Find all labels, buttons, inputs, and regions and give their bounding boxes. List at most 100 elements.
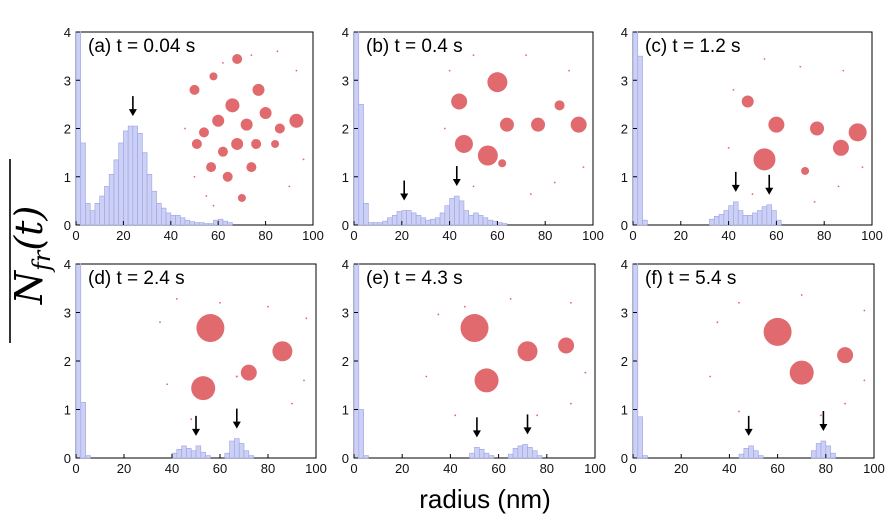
histogram-bar — [747, 215, 753, 226]
cluster-dot — [222, 61, 224, 64]
histogram-bar — [477, 215, 484, 226]
histogram-bar — [184, 219, 191, 226]
x-tick-label: 80 — [819, 461, 833, 476]
histogram-bar — [222, 220, 228, 226]
x-tick-label: 100 — [863, 461, 885, 476]
panel-b: 0 20 40 60 80 100 0 1 2 3 4 (b) t = 0.4 s — [342, 25, 604, 243]
histogram-bar — [200, 451, 206, 459]
cluster-dot — [582, 166, 585, 169]
histogram-bar — [527, 447, 533, 459]
x-tick-label: 0 — [350, 228, 357, 243]
histogram-bar — [146, 174, 153, 226]
cluster-dot — [212, 204, 215, 207]
histogram-bar — [723, 210, 729, 226]
x-tick-label: 100 — [861, 228, 883, 243]
cluster-blob — [789, 360, 814, 385]
histogram-bar — [482, 217, 489, 226]
x-tick-label: 80 — [540, 461, 554, 476]
x-tick-label: 0 — [72, 461, 79, 476]
histogram-bar — [85, 202, 91, 226]
histogram-bar — [463, 210, 470, 226]
histogram-bar — [512, 447, 519, 459]
histogram-bar — [728, 205, 734, 226]
histogram-bar — [113, 159, 119, 226]
cluster-dot — [738, 410, 740, 413]
x-tick-label: 20 — [395, 461, 409, 476]
cluster-dot — [813, 200, 816, 203]
histogram-bar — [742, 215, 749, 226]
arrow-marker — [523, 414, 532, 435]
x-tick-label: 40 — [442, 228, 456, 243]
x-tick-label: 60 — [490, 228, 504, 243]
histogram-bar — [830, 452, 836, 459]
histogram-bar — [737, 210, 744, 226]
y-tick-label: 1 — [342, 403, 349, 418]
histogram-bar — [190, 450, 197, 459]
cluster-blob — [206, 162, 217, 173]
y-axis-label-text: Nfr(t) — [7, 206, 56, 306]
x-tick-label: 60 — [211, 228, 225, 243]
panel-a: 0 20 40 60 80 100 0 1 2 3 4 (a) t = 0.04 s — [64, 25, 324, 243]
histogram-bar — [752, 212, 758, 226]
histogram-bar — [229, 440, 235, 459]
cluster-snapshot — [184, 50, 305, 207]
cluster-blob — [558, 337, 575, 354]
histogram-bar — [234, 438, 240, 459]
histogram-bar — [483, 452, 490, 459]
cluster-dot — [166, 383, 169, 386]
y-tick-label: 2 — [64, 354, 71, 369]
histogram-bar — [642, 219, 648, 226]
y-tick-label: 3 — [64, 306, 71, 321]
histogram-bar — [469, 452, 475, 459]
cluster-dot — [568, 69, 570, 72]
histogram-bar — [175, 215, 181, 226]
cluster-blob — [460, 314, 489, 343]
histogram-bar — [449, 198, 455, 226]
x-tick-label: 60 — [770, 461, 784, 476]
y-tick-label: 0 — [342, 218, 349, 233]
cluster-blob — [240, 118, 253, 131]
cluster-blob — [209, 72, 218, 81]
histogram-bar — [194, 222, 200, 226]
cluster-dot — [250, 54, 253, 57]
cluster-dot — [193, 175, 196, 178]
arrow-marker — [765, 174, 774, 195]
y-tick-label: 3 — [621, 73, 628, 88]
histogram-bar — [377, 222, 383, 226]
histogram-bar — [766, 204, 772, 226]
histogram-bar — [811, 450, 817, 459]
y-tick-label: 2 — [64, 122, 71, 137]
x-tick-label: 0 — [629, 228, 636, 243]
cluster-dot — [861, 166, 864, 169]
cluster-dot — [709, 375, 712, 378]
cluster-dot — [448, 69, 451, 72]
histogram-bar — [434, 217, 441, 226]
histogram-bar — [425, 219, 431, 226]
histogram-bar — [637, 55, 643, 226]
cluster-blob — [272, 341, 293, 362]
cluster-dot — [716, 321, 719, 324]
histogram-bar — [99, 195, 105, 226]
histogram-bar — [387, 217, 393, 226]
cluster-dot — [291, 402, 293, 405]
y-tick-label: 1 — [621, 170, 628, 185]
arrow-marker — [744, 415, 753, 436]
histogram-bar — [85, 455, 91, 459]
y-tick-label: 3 — [64, 73, 71, 88]
x-tick-label: 20 — [116, 228, 130, 243]
x-axis-label: radius (nm) — [419, 484, 550, 514]
histogram-bar — [171, 452, 178, 459]
y-tick-label: 2 — [342, 122, 349, 137]
cluster-snapshot — [709, 294, 866, 417]
arrow-marker — [452, 166, 461, 187]
x-tick-label: 40 — [164, 228, 178, 243]
x-tick-label: 40 — [721, 228, 735, 243]
histogram-bar — [224, 452, 230, 459]
histogram-bar — [753, 450, 759, 459]
histogram-bar — [248, 455, 254, 459]
y-tick-label: 4 — [64, 25, 71, 40]
histogram-bar — [501, 223, 508, 226]
cluster-dot — [751, 193, 754, 196]
histogram-bar — [733, 201, 739, 226]
